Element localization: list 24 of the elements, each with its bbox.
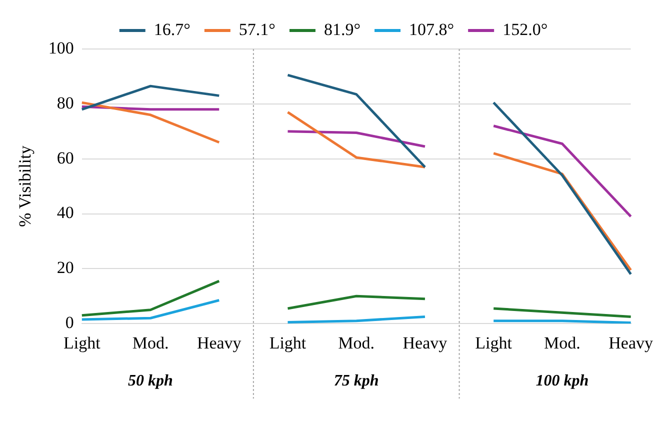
x-tick-label: Mod. bbox=[338, 333, 375, 352]
legend-label: 57.1° bbox=[238, 20, 276, 39]
x-tick-label: Mod. bbox=[544, 333, 580, 352]
text: 50 kph bbox=[128, 372, 174, 390]
x-tick-label: Heavy bbox=[402, 333, 448, 352]
x-tick-label: Heavy bbox=[196, 333, 242, 352]
x-tick-label: Light bbox=[475, 333, 512, 352]
y-tick-label: 100 bbox=[48, 38, 74, 58]
legend-label: 16.7° bbox=[154, 20, 190, 39]
y-tick-label: 0 bbox=[65, 313, 74, 332]
y-tick-label: 20 bbox=[56, 258, 74, 278]
y-tick-label: 60 bbox=[56, 148, 74, 168]
x-tick-label: Heavy bbox=[608, 333, 654, 352]
legend-label: 152.0° bbox=[502, 20, 548, 39]
text: 75 kph bbox=[334, 372, 379, 390]
x-tick-label: Mod. bbox=[132, 333, 169, 352]
legend-label: 107.8° bbox=[409, 20, 454, 39]
text: 100 kph bbox=[536, 372, 589, 390]
y-axis-title: % Visibility bbox=[16, 145, 35, 227]
y-tick-label: 40 bbox=[56, 203, 74, 222]
x-tick-label: Light bbox=[63, 333, 101, 352]
y-tick-label: 80 bbox=[56, 93, 74, 112]
x-tick-label: Light bbox=[269, 333, 306, 352]
legend-label: 81.9° bbox=[324, 20, 361, 39]
